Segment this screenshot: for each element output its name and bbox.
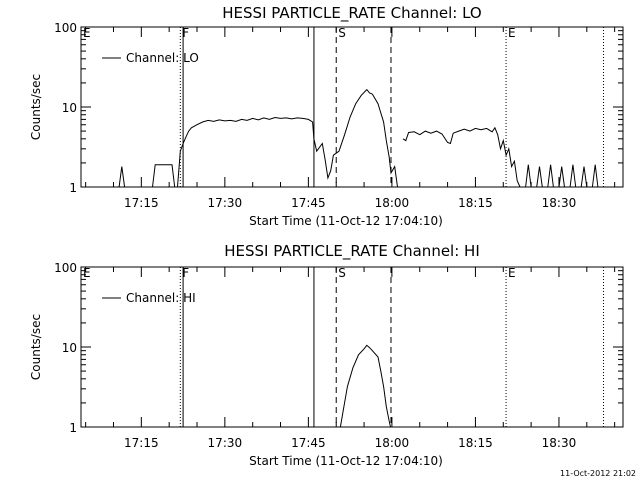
panel-hi-x-tick-label: 17:30 <box>208 436 243 450</box>
footer-timestamp: 11-Oct-2012 21:02 <box>560 469 636 478</box>
chart-marks-layer: 1 10 100 17:15 17:30 17:45 18:00 18:15 18:30 E F S E… <box>54 21 624 450</box>
panel-lo-series-line <box>547 164 554 188</box>
panel-lo-x-tick-label: 17:30 <box>208 196 243 210</box>
panel-lo-y-tick-label: 1 <box>69 181 77 195</box>
panel-hi-marker-label: E <box>508 266 516 280</box>
panel-lo-x-tick-label: 18:15 <box>458 196 493 210</box>
panel-hi-marker-label: F <box>182 266 189 280</box>
panel-lo-marker-label: E <box>83 26 91 40</box>
panel-hi-plot: 1 10 100 17:15 17:30 17:45 18:00 18:15 18:30 E F S E <box>54 261 624 450</box>
panel-hi-y-tick-label: 10 <box>62 341 77 355</box>
panel-hi-ylabel: Counts/sec <box>29 314 43 380</box>
panel-lo-ylabel: Counts/sec <box>29 74 43 140</box>
panel-lo-legend-label: Channel: LO <box>126 51 199 65</box>
panel-lo-series-line <box>525 164 532 188</box>
panel-lo-series-line <box>536 166 543 188</box>
panel-hi-x-tick-label: 18:15 <box>458 436 493 450</box>
panel-lo-series-line <box>558 166 565 188</box>
panel-hi-marker-label: S <box>338 266 346 280</box>
panel-hi-title: HESSI PARTICLE_RATE Channel: HI <box>224 242 480 261</box>
panel-lo-y-tick-label: 10 <box>62 101 77 115</box>
panel-lo-series-line <box>580 166 588 188</box>
panel-lo-x-tick-label: 17:15 <box>124 196 159 210</box>
panel-hi-series-line <box>339 344 391 428</box>
panel-hi-x-tick-label: 18:30 <box>542 436 577 450</box>
panel-hi-x-tick-label: 17:45 <box>291 436 326 450</box>
panel-lo-series-line <box>402 126 521 188</box>
panel-hi-x-tick-label: 18:00 <box>375 436 410 450</box>
panel-lo-x-tick-label: 18:00 <box>375 196 410 210</box>
panel-hi-x-tick-label: 17:15 <box>124 436 159 450</box>
panel-lo-marker-label: F <box>182 26 189 40</box>
panel-lo-x-tick-label: 18:30 <box>542 196 577 210</box>
panel-hi-y-tick-label: 100 <box>54 261 77 275</box>
panel-hi-y-tick-label: 1 <box>69 421 77 435</box>
panel-lo-series-line <box>118 166 126 188</box>
panel-lo-y-tick-label: 100 <box>54 21 77 35</box>
panel-hi-marker-label: E <box>83 266 91 280</box>
panel-lo-marker-label: S <box>338 26 346 40</box>
panel-lo-marker-label: E <box>508 26 516 40</box>
panel-hi-legend-label: Channel: HI <box>126 291 196 305</box>
panel-hi-xlabel: Start Time (11-Oct-12 17:04:10) <box>249 454 443 468</box>
panel-lo-title: HESSI PARTICLE_RATE Channel: LO <box>222 4 481 23</box>
panel-lo-series-line <box>591 164 599 188</box>
panel-lo-xlabel: Start Time (11-Oct-12 17:04:10) <box>249 214 443 228</box>
panel-lo-x-tick-label: 17:45 <box>291 196 326 210</box>
panel-lo-plot: 1 10 100 17:15 17:30 17:45 18:00 18:15 18:30 E F S E <box>54 21 624 210</box>
panel-lo-series-line <box>569 164 577 188</box>
panel-lo-series-line <box>146 88 398 188</box>
